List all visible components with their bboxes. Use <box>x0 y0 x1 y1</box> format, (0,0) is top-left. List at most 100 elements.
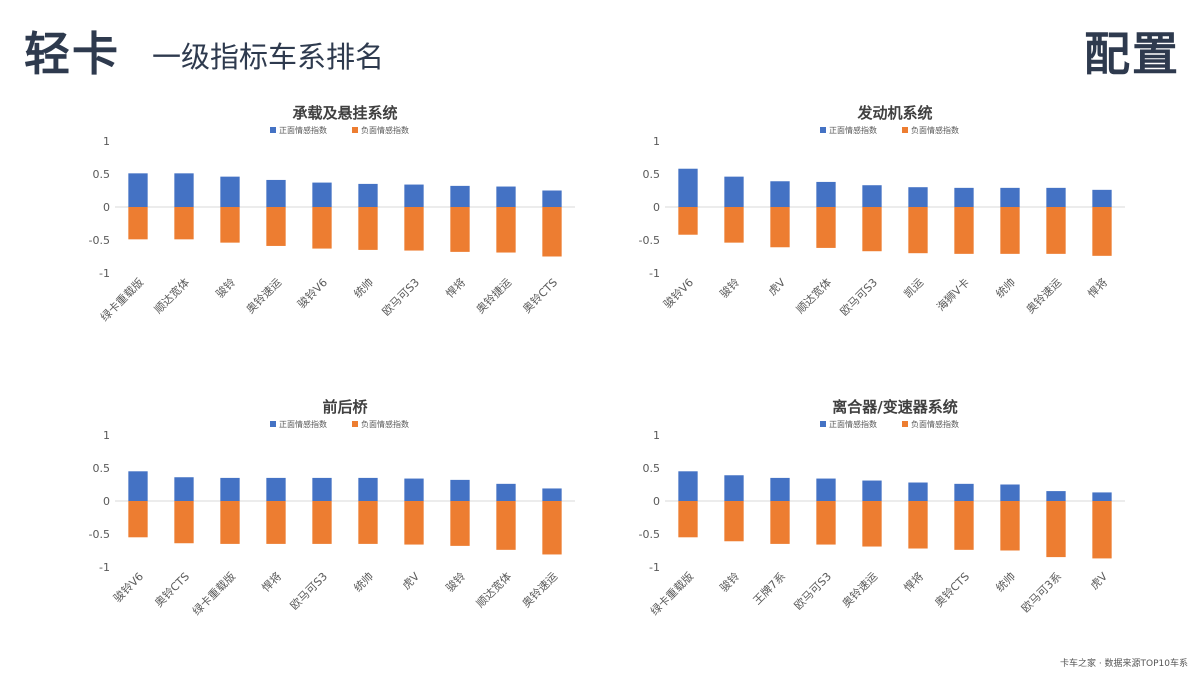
bar-negative-7 <box>1000 501 1020 551</box>
bar-positive-8 <box>1046 187 1066 207</box>
x-category-label: 凯运 <box>901 276 926 301</box>
bar-positive-9 <box>1092 189 1112 207</box>
y-tick-label: 0.5 <box>643 462 661 475</box>
bar-negative-3 <box>266 207 286 246</box>
legend-label-negative: 负面情感指数 <box>911 419 959 429</box>
bar-negative-7 <box>450 207 470 252</box>
x-category-label: 骏铃 <box>717 569 742 594</box>
x-category-label: 骏铃V6 <box>294 275 330 311</box>
y-tick-label: 1 <box>103 135 110 148</box>
x-category-label: 虎V <box>400 570 423 593</box>
x-category-label: 悍将 <box>901 569 926 594</box>
bar-negative-2 <box>770 501 790 544</box>
chart-svg: 承载及悬挂系统正面情感指数 负面情感指数10.50-0.5-1绿卡重载版 顺达宽体骏… <box>89 104 575 324</box>
chart-legend: 正面情感指数 负面情感指数 <box>270 125 409 135</box>
chart-engine: 发动机系统 正面情感指数 负面情感指数 1 0.5 0 -0.5 -1 骏铃V6 骏铃 虎V 顺达宽体… <box>590 98 1150 358</box>
bar-positive-1 <box>724 475 744 501</box>
bar-positive-2 <box>770 181 790 207</box>
y-tick-label: 1 <box>103 429 110 442</box>
bar-negative-7 <box>1000 207 1020 254</box>
bar-positive-3 <box>816 478 836 501</box>
bar-positive-2 <box>770 477 790 501</box>
bar-positive-0 <box>678 168 698 207</box>
x-category-label: 统帅 <box>351 276 376 301</box>
bar-positive-1 <box>174 477 194 501</box>
chart-legend: 正面情感指数 负面情感指数 <box>820 125 959 135</box>
bar-positive-0 <box>678 471 698 501</box>
y-tick-label: 0 <box>653 495 660 508</box>
bar-negative-5 <box>908 501 928 549</box>
bar-negative-6 <box>954 501 974 550</box>
page-title: 轻卡 <box>24 27 120 81</box>
bar-negative-3 <box>266 501 286 544</box>
x-category-label: 悍将 <box>259 569 284 594</box>
bar-negative-6 <box>404 207 424 251</box>
bar-negative-9 <box>542 501 562 555</box>
bar-positive-9 <box>1092 492 1112 501</box>
bar-negative-4 <box>312 207 332 249</box>
bar-positive-6 <box>404 184 424 207</box>
x-category-label: 欧马可S3 <box>288 570 330 612</box>
chart-title: 前后桥 <box>322 398 368 416</box>
chart-legend: 正面情感指数 负面情感指数 <box>820 419 959 429</box>
legend-label-positive: 正面情感指数 <box>279 419 327 429</box>
x-category-label: 悍将 <box>443 275 468 300</box>
bar-positive-8 <box>496 186 516 207</box>
bar-negative-4 <box>862 207 882 252</box>
bar-positive-0 <box>128 173 148 207</box>
legend-label-negative: 负面情感指数 <box>911 125 959 135</box>
y-tick-label: -1 <box>649 561 660 574</box>
x-category-label: 统帅 <box>993 570 1018 595</box>
legend-swatch-positive <box>270 127 276 133</box>
bar-positive-7 <box>450 185 470 207</box>
bar-positive-4 <box>862 480 882 501</box>
x-category-label: 欧马可3系 <box>1019 570 1064 615</box>
bar-negative-2 <box>770 207 790 248</box>
x-category-label: 奥铃速运 <box>839 569 880 610</box>
chart-suspension: 承载及悬挂系统 正面情感指数 负面情感指数 1 0.5 0 -0.5 -1 绿卡重载版 顺达宽体骏… <box>40 98 600 358</box>
bar-positive-2 <box>220 176 240 207</box>
bar-negative-9 <box>542 207 562 257</box>
legend-label-positive: 正面情感指数 <box>279 125 327 135</box>
legend-swatch-negative <box>902 421 908 427</box>
legend-swatch-negative <box>352 421 358 427</box>
x-category-label: 顺达宽体 <box>151 275 192 316</box>
bar-negative-1 <box>724 501 744 542</box>
footnote: 卡车之家 · 数据来源TOP10车系 <box>1059 659 1188 669</box>
section-label: 配置 <box>1084 27 1180 81</box>
y-tick-label: -0.5 <box>639 528 660 541</box>
bar-negative-8 <box>496 501 516 550</box>
bar-positive-5 <box>908 482 928 501</box>
bar-negative-9 <box>1092 207 1112 256</box>
bar-negative-8 <box>1046 501 1066 558</box>
x-category-label: 奥铃CTS <box>152 569 193 610</box>
chart-legend: 正面情感指数 负面情感指数 <box>270 419 409 429</box>
chart-title: 承载及悬挂系统 <box>292 104 397 122</box>
bar-negative-0 <box>678 207 698 235</box>
y-tick-label: -1 <box>649 267 660 280</box>
bar-positive-3 <box>266 179 286 207</box>
chart-clutch-transmission: 离合器/变速器系统 正面情感指数 负面情感指数 1 0.5 0 -0.5 -1 绿卡重载版 骏铃王… <box>590 392 1150 652</box>
x-category-label: 奥铃速运 <box>519 569 560 610</box>
legend-label-negative: 负面情感指数 <box>361 419 409 429</box>
legend-swatch-positive <box>270 421 276 427</box>
bar-negative-6 <box>404 501 424 545</box>
bar-positive-1 <box>174 173 194 207</box>
x-category-label: 王牌7系 <box>750 569 788 607</box>
chart-title: 发动机系统 <box>856 104 932 122</box>
x-category-label: 绿卡重载版 <box>189 569 238 618</box>
y-tick-label: -0.5 <box>89 234 110 247</box>
bar-positive-5 <box>908 187 928 207</box>
bar-negative-3 <box>816 207 836 248</box>
x-category-label: 骏铃V6 <box>660 275 696 311</box>
x-category-label: 欧马可S3 <box>792 570 834 612</box>
x-category-label: 顺达宽体 <box>473 569 514 610</box>
bar-positive-4 <box>312 477 332 501</box>
y-tick-label: 0 <box>103 201 110 214</box>
chart-title: 离合器/变速器系统 <box>832 398 957 416</box>
bar-positive-3 <box>266 477 286 501</box>
bar-positive-4 <box>312 182 332 207</box>
bar-positive-7 <box>450 479 470 501</box>
chart-svg: 离合器/变速器系统正面情感指数 负面情感指数 1 0.5 0 -0.5 -1绿卡重载版 骏铃王… <box>639 398 1125 618</box>
